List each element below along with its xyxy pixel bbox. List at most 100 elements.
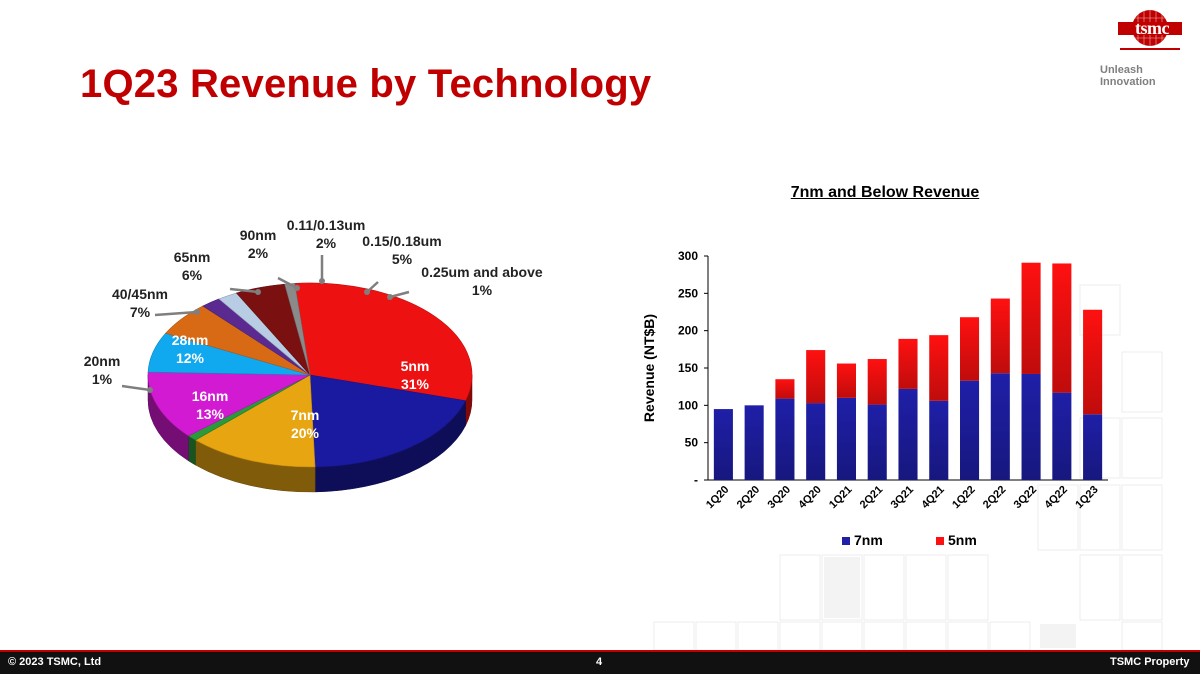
pie-leader-dot-0-25um-and-above <box>387 294 393 300</box>
pie-value-28nm: 12% <box>176 350 205 366</box>
pie-leader-20nm <box>121 384 151 392</box>
pie-label-0-25um-and-above: 0.25um and above <box>421 264 543 280</box>
pie-value-90nm: 2% <box>248 245 269 261</box>
bar-7nm-1Q22 <box>960 380 980 480</box>
pie-leader-40-45nm <box>154 310 198 317</box>
y-tick-label: 150 <box>678 361 698 375</box>
pie-side-20nm <box>188 435 196 466</box>
bar-7nm-2Q21 <box>867 404 887 480</box>
bar-5nm-1Q23 <box>1083 309 1103 415</box>
x-tick-label: 2Q22 <box>981 484 1009 512</box>
y-tick-label: - <box>694 473 698 487</box>
bar-5nm-2Q22 <box>990 298 1010 374</box>
bar-5nm-4Q22 <box>1052 263 1072 393</box>
footer-bar <box>0 652 1200 674</box>
pie-leader-dot-40-45nm <box>194 309 200 315</box>
pie-label-0-11-0-13um: 0.11/0.13um <box>287 217 366 233</box>
x-tick-label: 2Q20 <box>735 484 763 512</box>
technology-pie-chart: 5nm 31% 7nm 20% 16nm 13% 20nm 1% 28nm 12% 40/45nm 7… <box>84 217 543 493</box>
pie-leader-90nm <box>277 276 298 290</box>
bar-7nm-1Q21 <box>836 397 856 480</box>
bar-7nm-4Q20 <box>806 403 826 480</box>
y-axis-title: Revenue (NT$B) <box>641 314 657 422</box>
y-tick-label: 250 <box>678 286 698 300</box>
legend-label-7nm: 7nm <box>854 532 883 548</box>
bar-5nm-3Q22 <box>1021 262 1041 374</box>
pie-slice-5nm <box>294 282 473 401</box>
bar-7nm-2Q20 <box>744 405 764 480</box>
bar-7nm-3Q21 <box>898 388 918 480</box>
bar-5nm-1Q22 <box>960 317 980 381</box>
slide-title: 1Q23 Revenue by Technology <box>80 62 652 106</box>
legend-swatch-5nm <box>936 537 944 545</box>
x-tick-label: 3Q20 <box>766 484 794 512</box>
pie-label-40-45nm: 40/45nm <box>112 286 168 302</box>
legend-label-5nm: 5nm <box>948 532 977 548</box>
y-tick-label: 100 <box>678 398 698 412</box>
pie-leader-dot-0-11-0-13um <box>319 278 325 284</box>
x-tick-label: 1Q22 <box>950 484 978 512</box>
pie-value-16nm: 13% <box>196 406 225 422</box>
bar-7nm-1Q20 <box>713 409 733 480</box>
bar-5nm-4Q21 <box>929 335 949 401</box>
tsmc-logo <box>1118 10 1182 50</box>
bar-5nm-1Q21 <box>836 363 856 398</box>
legend-swatch-7nm <box>842 537 850 545</box>
y-tick-label: 50 <box>685 436 699 450</box>
x-tick-label: 4Q21 <box>919 484 947 512</box>
bar-5nm-3Q20 <box>775 379 795 399</box>
pie-leader-65nm <box>229 287 259 294</box>
bar-7nm-1Q23 <box>1083 414 1103 480</box>
bar-7nm-4Q21 <box>929 400 949 480</box>
bar-7nm-4Q22 <box>1052 392 1072 480</box>
pie-leader-0-25um-and-above <box>389 290 410 299</box>
y-tick-label: 300 <box>678 249 698 263</box>
pie-label-28nm: 28nm <box>172 332 209 348</box>
bar-7nm-3Q20 <box>775 398 795 480</box>
x-tick-label: 4Q22 <box>1042 484 1070 512</box>
pie-label-7nm: 7nm <box>291 407 320 423</box>
footer-copyright: © 2023 TSMC, Ltd <box>8 656 102 668</box>
pie-value-65nm: 6% <box>182 267 203 283</box>
pie-value-5nm: 31% <box>401 376 430 392</box>
pie-leader-dot-20nm <box>147 387 153 393</box>
pie-label-16nm: 16nm <box>192 388 229 404</box>
x-tick-label: 1Q21 <box>827 484 855 512</box>
revenue-bar-chart: Revenue (NT$B) - 50 100 150 200 250 300 1Q20 2Q20… <box>641 249 1108 548</box>
brand-tagline: Unleash Innovation <box>1100 64 1156 88</box>
bar-7nm-2Q22 <box>990 373 1010 480</box>
y-tick-label: 200 <box>678 324 698 338</box>
x-tick-label: 2Q21 <box>858 484 886 512</box>
pie-leader-dot-65nm <box>255 289 261 295</box>
pie-value-0-25um-and-above: 1% <box>472 282 493 298</box>
x-tick-label: 3Q22 <box>1012 484 1040 512</box>
pie-leader-dot-0-15-0-18um <box>364 289 370 295</box>
pie-value-40-45nm: 7% <box>130 304 151 320</box>
x-tick-label: 4Q20 <box>796 484 824 512</box>
footer-accent-line <box>0 650 1200 652</box>
bar-5nm-3Q21 <box>898 338 918 389</box>
pie-value-0-15-0-18um: 5% <box>392 251 413 267</box>
pie-slice-28nm <box>147 371 311 437</box>
footer-property: TSMC Property <box>1110 656 1190 668</box>
pie-label-90nm: 90nm <box>240 227 277 243</box>
pie-leader-dot-90nm <box>294 285 300 291</box>
brand-wordmark: tsmc <box>1135 18 1169 38</box>
pie-label-65nm: 65nm <box>174 249 211 265</box>
pie-value-7nm: 20% <box>291 425 320 441</box>
bar-5nm-4Q20 <box>806 350 826 404</box>
x-tick-label: 3Q21 <box>889 484 917 512</box>
pie-slice-16nm <box>194 374 316 468</box>
x-tick-label: 1Q23 <box>1073 484 1101 512</box>
pie-value-20nm: 1% <box>92 371 113 387</box>
pie-value-0-11-0-13um: 2% <box>316 235 337 251</box>
pie-label-0-15-0-18um: 0.15/0.18um <box>362 233 441 249</box>
bar-7nm-3Q22 <box>1021 373 1041 480</box>
x-tick-label: 1Q20 <box>704 484 732 512</box>
bar-chart-title: 7nm and Below Revenue <box>790 184 980 201</box>
pie-label-5nm: 5nm <box>401 358 430 374</box>
page-number: 4 <box>596 656 603 668</box>
pie-slice-7nm <box>309 374 467 468</box>
pie-label-20nm: 20nm <box>84 353 121 369</box>
